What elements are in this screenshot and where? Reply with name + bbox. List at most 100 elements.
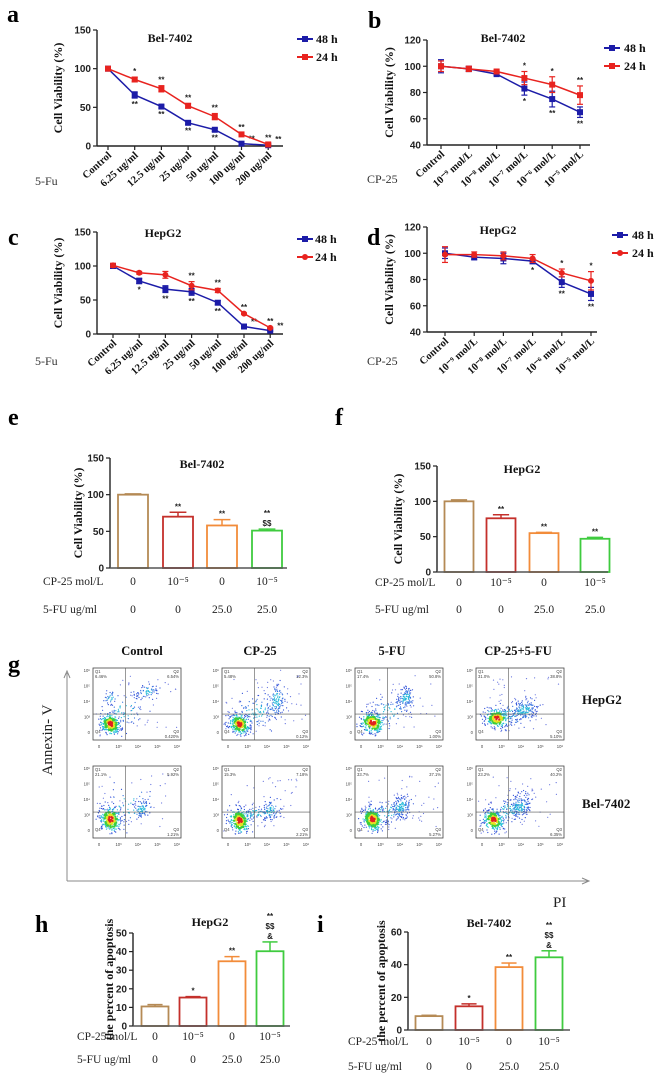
event-dot xyxy=(492,808,494,810)
event-dot xyxy=(278,690,281,692)
event-dot xyxy=(389,716,391,718)
event-dot xyxy=(274,688,276,690)
data-point xyxy=(267,324,274,331)
event-dot xyxy=(483,822,486,824)
event-dot xyxy=(141,809,143,812)
event-dot xyxy=(264,808,266,811)
chart-title: HepG2 xyxy=(145,226,182,240)
event-dot xyxy=(401,697,403,700)
event-dot xyxy=(246,690,248,693)
event-dot xyxy=(486,819,488,821)
event-dot xyxy=(518,798,520,800)
event-dot xyxy=(394,827,396,830)
event-dot xyxy=(121,729,123,731)
chart-title: HepG2 xyxy=(504,462,541,476)
event-dot xyxy=(127,715,129,717)
event-dot xyxy=(155,685,157,687)
event-dot xyxy=(488,810,490,812)
event-dot xyxy=(525,801,527,803)
event-dot xyxy=(397,700,400,702)
event-dot xyxy=(117,695,119,697)
event-dot xyxy=(505,817,507,819)
event-dot xyxy=(148,681,150,683)
event-dot xyxy=(167,775,169,777)
event-dot xyxy=(272,698,274,700)
event-dot xyxy=(497,681,499,683)
event-dot xyxy=(407,806,409,809)
event-dot xyxy=(234,712,236,714)
y-tick-label: 10³ xyxy=(84,715,91,720)
event-dot xyxy=(121,735,123,737)
event-dot xyxy=(497,815,499,817)
event-dot xyxy=(535,796,537,798)
event-dot xyxy=(405,704,407,706)
event-dot xyxy=(540,717,543,719)
event-dot xyxy=(95,818,97,820)
significance-mark: ** xyxy=(264,509,271,518)
event-dot xyxy=(144,809,146,811)
event-dot xyxy=(150,692,152,694)
event-dot xyxy=(263,819,265,821)
event-dot xyxy=(111,829,113,831)
event-dot xyxy=(499,828,501,830)
data-point xyxy=(442,251,448,258)
event-dot xyxy=(123,798,125,800)
data-point xyxy=(521,85,528,92)
y-tick-label: 100 xyxy=(404,62,421,73)
significance-mark: ** xyxy=(577,76,584,85)
event-dot xyxy=(518,727,520,729)
event-dot xyxy=(273,701,275,704)
y-tick-label: 0 xyxy=(85,330,91,341)
event-dot xyxy=(406,705,408,707)
event-dot xyxy=(390,711,392,713)
event-dot xyxy=(361,807,363,809)
event-dot xyxy=(511,709,513,711)
event-dot xyxy=(272,704,274,706)
event-dot xyxy=(385,716,387,718)
event-dot xyxy=(371,828,373,830)
event-dot xyxy=(262,780,264,783)
event-dot xyxy=(118,717,120,719)
event-dot xyxy=(237,808,240,811)
event-dot xyxy=(135,807,137,809)
event-dot xyxy=(401,700,403,702)
event-dot xyxy=(260,810,262,812)
event-dot xyxy=(261,715,263,717)
legend-label: 48 h xyxy=(632,228,654,242)
event-dot xyxy=(512,808,514,810)
event-dot xyxy=(502,819,504,822)
event-dot xyxy=(159,687,161,689)
event-dot xyxy=(517,816,519,818)
event-dot xyxy=(97,815,99,817)
event-dot xyxy=(151,692,154,694)
event-dot xyxy=(231,824,233,826)
event-dot xyxy=(251,815,253,817)
event-dot xyxy=(231,827,233,829)
event-dot xyxy=(401,806,403,808)
event-dot xyxy=(385,823,387,826)
event-dot xyxy=(404,795,406,797)
event-dot xyxy=(363,820,365,822)
event-dot xyxy=(246,726,248,728)
event-dot xyxy=(405,804,407,807)
event-dot xyxy=(521,814,524,816)
event-dot xyxy=(520,711,522,713)
event-dot xyxy=(527,802,529,804)
event-dot xyxy=(119,684,121,686)
event-dot xyxy=(123,819,125,821)
event-dot xyxy=(379,726,381,728)
event-dot xyxy=(380,810,382,812)
event-dot xyxy=(484,707,486,710)
event-dot xyxy=(398,813,400,815)
event-dot xyxy=(137,805,139,807)
y-tick-label: 20 xyxy=(391,993,403,1004)
event-dot xyxy=(267,694,269,696)
event-dot xyxy=(380,828,382,830)
event-dot xyxy=(505,822,507,824)
event-dot xyxy=(512,802,515,804)
event-dot xyxy=(252,714,255,716)
event-dot xyxy=(267,712,270,714)
